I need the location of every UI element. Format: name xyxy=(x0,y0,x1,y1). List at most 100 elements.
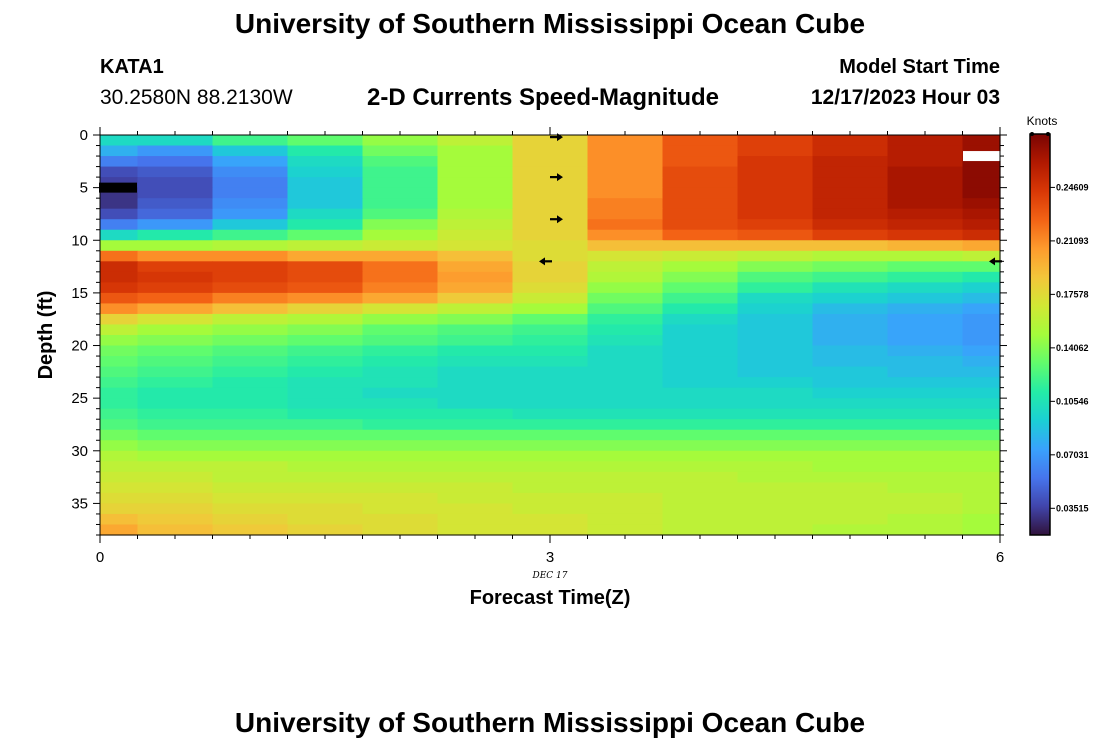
heatmap-cell xyxy=(287,377,364,389)
heatmap-cell xyxy=(812,356,889,368)
heatmap-cell xyxy=(137,198,214,210)
heatmap-cell xyxy=(512,208,589,220)
heatmap-cell xyxy=(100,261,139,273)
heatmap-cell xyxy=(962,250,1001,262)
heatmap-cell xyxy=(212,335,289,347)
heatmap-cell xyxy=(587,503,664,515)
heatmap-cell xyxy=(887,345,964,357)
heatmap-cell xyxy=(137,219,214,231)
direction-arrow xyxy=(550,173,563,182)
heatmap-cell xyxy=(662,324,739,336)
heatmap-cell xyxy=(887,198,964,210)
heatmap-cell xyxy=(212,292,289,305)
heatmap-cell xyxy=(587,292,664,305)
heatmap-cell xyxy=(437,250,514,262)
heatmap-cell xyxy=(137,187,214,199)
heatmap-cell xyxy=(362,461,439,473)
heatmap-cell xyxy=(962,471,1001,483)
heatmap-cell xyxy=(812,261,889,273)
heatmap-cell xyxy=(512,513,589,526)
heatmap-cell xyxy=(662,440,739,452)
heatmap-cell xyxy=(512,440,589,452)
heatmap-cell xyxy=(812,229,889,241)
heatmap-cell xyxy=(812,271,889,283)
heatmap-cell xyxy=(362,377,439,389)
heatmap-cell xyxy=(662,461,739,473)
heatmap-cell xyxy=(212,271,289,283)
heatmap-cell xyxy=(287,471,364,483)
heatmap-cell xyxy=(437,219,514,231)
heatmap-cell xyxy=(737,440,814,452)
heatmap-cell xyxy=(100,524,139,536)
heatmap-cell xyxy=(662,219,739,231)
heatmap-cell xyxy=(737,419,814,431)
heatmap-cell xyxy=(100,429,139,441)
heatmap-cell xyxy=(100,492,139,505)
heatmap-cell xyxy=(662,482,739,494)
heatmap-cell xyxy=(962,292,1001,305)
heatmap-cell xyxy=(737,250,814,262)
heatmap-cell xyxy=(287,250,364,262)
heatmap-cell xyxy=(362,408,439,420)
heatmap-cell xyxy=(812,250,889,262)
heatmap-cell xyxy=(362,335,439,347)
heatmap-cell xyxy=(212,229,289,241)
heatmap-cell xyxy=(212,219,289,231)
heatmap-cell xyxy=(812,461,889,473)
heatmap-cell xyxy=(887,219,964,231)
heatmap-cell xyxy=(212,250,289,262)
heatmap-cell xyxy=(437,450,514,462)
heatmap-cell xyxy=(962,408,1001,420)
heatmap-cell xyxy=(362,292,439,305)
heatmap-cell xyxy=(962,492,1001,505)
heatmap-cell xyxy=(137,398,214,410)
heatmap-cell xyxy=(887,408,964,420)
heatmap-cell xyxy=(962,208,1001,220)
heatmap-cell xyxy=(587,187,664,199)
heatmap-cell xyxy=(587,429,664,441)
colorbar-tick-label: 0.14062 xyxy=(1056,343,1089,353)
heatmap-cell xyxy=(587,135,664,147)
heatmap-cell xyxy=(812,492,889,505)
heatmap-cell xyxy=(737,166,814,178)
heatmap-cell xyxy=(587,356,664,368)
heatmap-cell xyxy=(512,387,589,399)
heatmap-cell xyxy=(962,156,1001,168)
heatmap-cell xyxy=(662,366,739,378)
colorbar-end-dot xyxy=(1046,132,1050,136)
heatmap-cell xyxy=(962,356,1001,368)
heatmap-cell xyxy=(962,313,1001,326)
heatmap-cell xyxy=(287,450,364,462)
heatmap-cell xyxy=(737,219,814,231)
heatmap-cell xyxy=(737,356,814,368)
direction-arrow xyxy=(550,215,563,224)
heatmap-cell xyxy=(137,335,214,347)
heatmap-cell xyxy=(100,419,139,431)
heatmap-cell xyxy=(512,250,589,262)
heatmap-cell xyxy=(737,492,814,505)
heatmap-cell xyxy=(287,513,364,526)
heatmap-cell xyxy=(812,166,889,178)
heatmap-cell xyxy=(212,261,289,273)
heatmap-cell xyxy=(287,219,364,231)
heatmap-cell xyxy=(962,324,1001,336)
heatmap-cell xyxy=(587,408,664,420)
heatmap-cell xyxy=(887,187,964,199)
heatmap-cell xyxy=(587,324,664,336)
heatmap-cell xyxy=(812,240,889,252)
heatmap-cell xyxy=(512,219,589,231)
heatmap-cell xyxy=(887,135,964,147)
heatmap-cell xyxy=(662,229,739,241)
heatmap-cell xyxy=(737,229,814,241)
heatmap-cell xyxy=(512,492,589,505)
heatmap-cell xyxy=(737,398,814,410)
heatmap-cell xyxy=(362,135,439,147)
heatmap-cell xyxy=(737,303,814,315)
heatmap-cell xyxy=(137,208,214,220)
heatmap-cell xyxy=(812,524,889,536)
heatmap-cell xyxy=(662,429,739,441)
heatmap-cell xyxy=(287,135,364,147)
heatmap-cell xyxy=(437,271,514,283)
heatmap-cell xyxy=(137,387,214,399)
heatmap-cell xyxy=(137,461,214,473)
